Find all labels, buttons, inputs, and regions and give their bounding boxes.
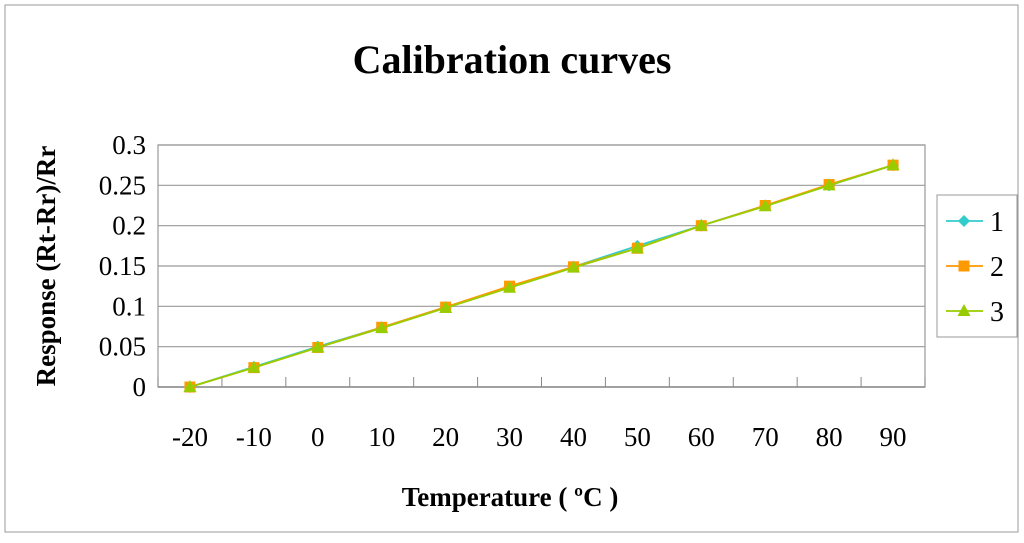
y-tick-label: 0.25 (99, 170, 146, 200)
data-point (183, 380, 197, 392)
diamond-icon (958, 215, 970, 227)
data-point (247, 360, 261, 373)
data-point (439, 300, 453, 313)
legend-label: 1 (990, 207, 1004, 238)
x-tick-label: 10 (368, 422, 395, 452)
chart-title: Calibration curves (353, 37, 672, 82)
x-tick-label: 30 (496, 422, 523, 452)
x-tick-label: 50 (624, 422, 651, 452)
x-tick-label: 0 (311, 422, 325, 452)
series-line (189, 164, 894, 388)
x-tick-label: 60 (688, 422, 715, 452)
data-point (630, 241, 644, 254)
x-tick-label: -20 (172, 422, 208, 452)
x-tick-label: 20 (432, 422, 459, 452)
data-point (694, 218, 708, 231)
x-tick-label: 90 (880, 422, 907, 452)
y-tick-label: 0.1 (112, 291, 146, 321)
x-tick-label: -10 (236, 422, 272, 452)
legend-label: 3 (990, 297, 1004, 328)
data-point (758, 199, 772, 212)
y-tick-label: 0.05 (99, 332, 146, 362)
y-tick-label: 0.15 (99, 251, 146, 281)
y-tick-label: 0.3 (112, 130, 146, 160)
data-point (375, 321, 389, 334)
y-tick-label: 0.2 (112, 211, 146, 241)
y-axis-label: Response (Rt-Rr)/Rr (31, 146, 61, 387)
x-tick-label: 80 (816, 422, 843, 452)
y-tick-label: 0 (133, 372, 147, 402)
data-point (311, 340, 325, 353)
chart-frame (4, 4, 1019, 533)
series-3 (183, 158, 900, 392)
triangle-icon (957, 304, 971, 316)
x-tick-label: 40 (560, 422, 587, 452)
data-point (503, 280, 517, 293)
x-axis-label: Temperature ( ºC ) (402, 482, 619, 512)
square-icon (958, 260, 970, 272)
data-point (566, 260, 580, 273)
data-point (822, 178, 836, 191)
legend-label: 2 (990, 252, 1004, 283)
data-point (886, 158, 900, 171)
x-tick-label: 70 (752, 422, 779, 452)
